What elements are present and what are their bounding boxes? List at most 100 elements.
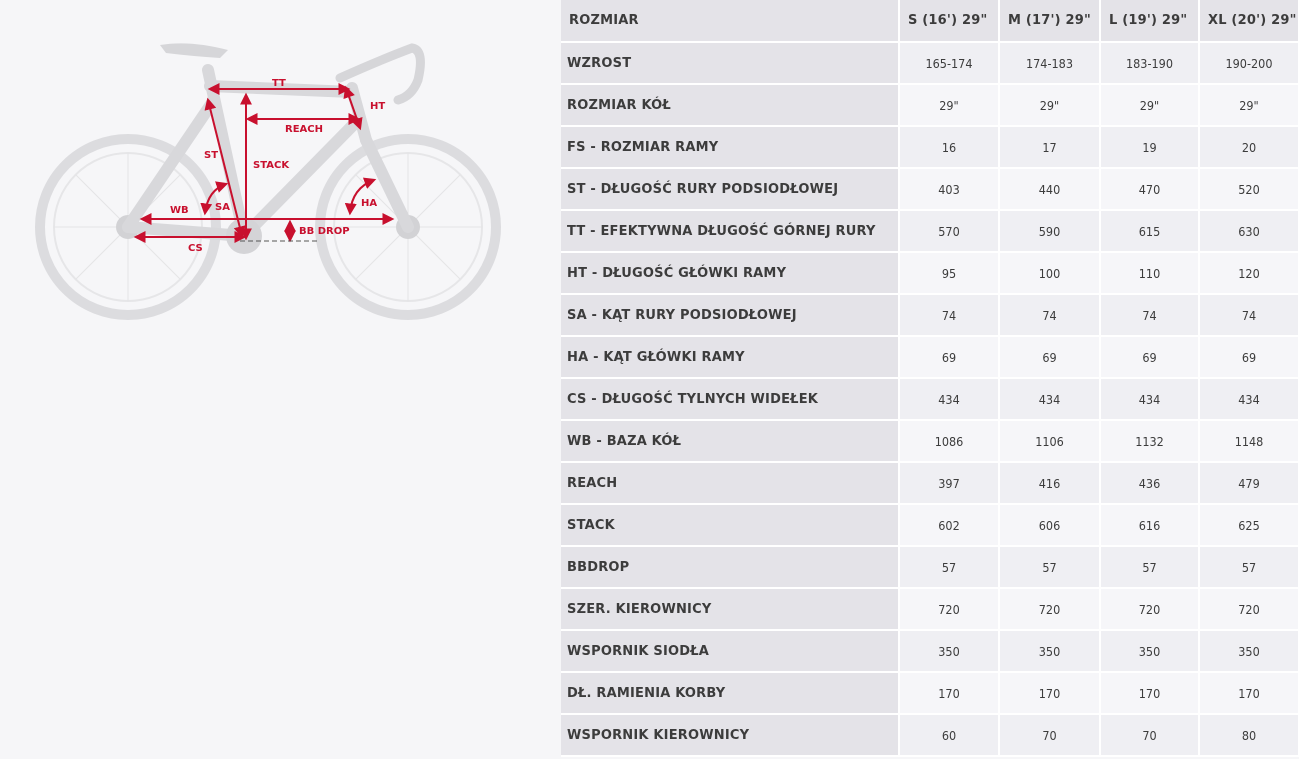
cell-value: 80 [1199, 714, 1299, 757]
label-tt: TT [272, 78, 286, 89]
cell-value: 606 [999, 504, 1101, 547]
cell-value: 29" [899, 84, 1000, 127]
label-cs: CS [188, 243, 203, 254]
cell-value: 170 [1100, 672, 1200, 715]
cell-value: 720 [899, 588, 1000, 631]
cell-value: 350 [1199, 630, 1299, 673]
cell-value: 165-174 [899, 42, 1000, 85]
row-label: TT - EFEKTYWNA DŁUGOŚĆ GÓRNEJ RURY [561, 210, 900, 253]
table-row: REACH 397 416 436 479 [561, 462, 1299, 505]
label-ht: HT [370, 101, 385, 112]
cell-value: 174-183 [999, 42, 1101, 85]
table-row: DŁ. RAMIENIA KORBY 170 170 170 170 [561, 672, 1299, 715]
header-rozmiar: ROZMIAR [561, 0, 900, 43]
table-header-row: ROZMIAR S (16') 29" M (17') 29" L (19') … [561, 0, 1299, 43]
cell-value: 57 [899, 546, 1000, 589]
cell-value: 70 [999, 714, 1101, 757]
row-label: WZROST [561, 42, 900, 85]
cell-value: 57 [1100, 546, 1200, 589]
cell-value: 720 [1100, 588, 1200, 631]
cell-value: 190-200 [1199, 42, 1299, 85]
label-ha: HA [361, 198, 377, 209]
cell-value: 440 [999, 168, 1101, 211]
cell-value: 616 [1100, 504, 1200, 547]
cell-value: 350 [899, 630, 1000, 673]
cell-value: 29" [1199, 84, 1299, 127]
cell-value: 403 [899, 168, 1000, 211]
cell-value: 590 [999, 210, 1101, 253]
table-row: CS - DŁUGOŚĆ TYLNYCH WIDEŁEK 434 434 434 434 [561, 378, 1299, 421]
label-st: ST [204, 150, 218, 161]
row-label: HT - DŁUGOŚĆ GŁÓWKI RAMY [561, 252, 900, 295]
table-row: SZER. KIEROWNICY 720 720 720 720 [561, 588, 1299, 631]
cell-value: 479 [1199, 462, 1299, 505]
header-size-s: S (16') 29" [899, 0, 1000, 43]
cell-value: 434 [899, 378, 1000, 421]
row-label: WB - BAZA KÓŁ [561, 420, 900, 463]
cell-value: 100 [999, 252, 1101, 295]
row-label: SA - KĄT RURY PODSIODŁOWEJ [561, 294, 900, 337]
cell-value: 57 [1199, 546, 1299, 589]
cell-value: 470 [1100, 168, 1200, 211]
row-label: WSPORNIK SIODŁA [561, 630, 900, 673]
table-row: FS - ROZMIAR RAMY 16 17 19 20 [561, 126, 1299, 169]
table-row: STACK 602 606 616 625 [561, 504, 1299, 547]
cell-value: 625 [1199, 504, 1299, 547]
table-row: SA - KĄT RURY PODSIODŁOWEJ 74 74 74 74 [561, 294, 1299, 337]
ha-arc [344, 177, 377, 216]
cell-value: 74 [899, 294, 1000, 337]
cell-value: 16 [899, 126, 1000, 169]
cell-value: 615 [1100, 210, 1200, 253]
cell-value: 520 [1199, 168, 1299, 211]
cell-value: 74 [1100, 294, 1200, 337]
cell-value: 416 [999, 462, 1101, 505]
table-row: TT - EFEKTYWNA DŁUGOŚĆ GÓRNEJ RURY 570 590… [561, 210, 1299, 253]
cell-value: 19 [1100, 126, 1200, 169]
bike-geometry-svg: TT HT REACH ST STACK WB SA HA CS BB DROP [35, 43, 501, 320]
table-row: WB - BAZA KÓŁ 1086 1106 1132 1148 [561, 420, 1299, 463]
table-row: ST - DŁUGOŚĆ RURY PODSIODŁOWEJ 403 440 470 5… [561, 168, 1299, 211]
header-size-m: M (17') 29" [999, 0, 1101, 43]
table-row: HA - KĄT GŁÓWKI RAMY 69 69 69 69 [561, 336, 1299, 379]
diagram-labels: TT HT REACH ST STACK WB SA HA CS BB DROP [170, 78, 385, 254]
table-row: BBDROP 57 57 57 57 [561, 546, 1299, 589]
cell-value: 434 [1100, 378, 1200, 421]
cell-value: 350 [999, 630, 1101, 673]
geometry-table-container: ROZMIAR S (16') 29" M (17') 29" L (19') … [561, 0, 1299, 759]
label-sa: SA [215, 202, 230, 213]
table-row: HT - DŁUGOŚĆ GŁÓWKI RAMY 95 100 110 120 [561, 252, 1299, 295]
bike-geometry-diagram: TT HT REACH ST STACK WB SA HA CS BB DROP [0, 0, 560, 759]
row-label: WSPORNIK KIEROWNICY [561, 714, 900, 757]
header-size-xl: XL (20') 29" [1199, 0, 1299, 43]
cell-value: 95 [899, 252, 1000, 295]
cell-value: 720 [999, 588, 1101, 631]
cell-value: 1132 [1100, 420, 1200, 463]
cell-value: 170 [999, 672, 1101, 715]
row-label: CS - DŁUGOŚĆ TYLNYCH WIDEŁEK [561, 378, 900, 421]
table-row: WSPORNIK SIODŁA 350 350 350 350 [561, 630, 1299, 673]
row-label: FS - ROZMIAR RAMY [561, 126, 900, 169]
cell-value: 183-190 [1100, 42, 1200, 85]
label-reach: REACH [285, 124, 323, 135]
cell-value: 434 [1199, 378, 1299, 421]
label-stack: STACK [253, 160, 290, 171]
cell-value: 630 [1199, 210, 1299, 253]
cell-value: 60 [899, 714, 1000, 757]
row-label: BBDROP [561, 546, 900, 589]
cell-value: 720 [1199, 588, 1299, 631]
cell-value: 69 [899, 336, 1000, 379]
cell-value: 20 [1199, 126, 1299, 169]
cell-value: 350 [1100, 630, 1200, 673]
row-label: ST - DŁUGOŚĆ RURY PODSIODŁOWEJ [561, 168, 900, 211]
cell-value: 74 [1199, 294, 1299, 337]
cell-value: 29" [999, 84, 1101, 127]
cell-value: 1148 [1199, 420, 1299, 463]
cell-value: 570 [899, 210, 1000, 253]
cell-value: 397 [899, 462, 1000, 505]
bike-silhouette [35, 43, 501, 320]
cell-value: 69 [999, 336, 1101, 379]
cell-value: 110 [1100, 252, 1200, 295]
cell-value: 170 [1199, 672, 1299, 715]
row-label: ROZMIAR KÓŁ [561, 84, 900, 127]
table-row: ROZMIAR KÓŁ 29" 29" 29" 29" [561, 84, 1299, 127]
